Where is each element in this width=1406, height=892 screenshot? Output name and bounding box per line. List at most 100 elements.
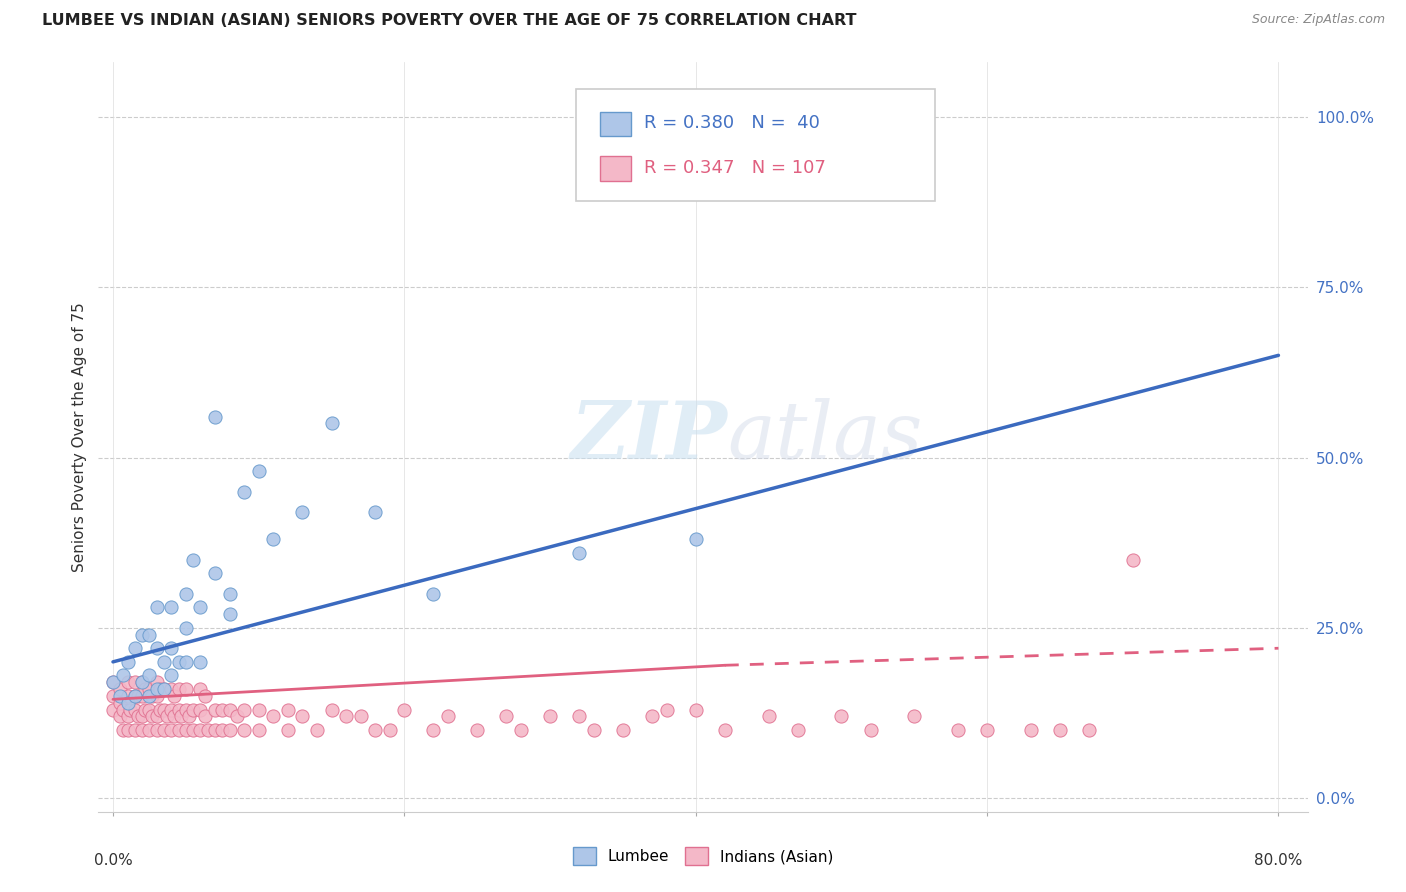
Point <box>305 723 328 737</box>
Point <box>335 709 357 723</box>
Point <box>277 702 299 716</box>
Point <box>321 702 343 716</box>
Point <box>194 709 217 723</box>
Point <box>145 709 167 723</box>
Point <box>124 641 146 656</box>
Point <box>174 621 197 635</box>
Point <box>117 655 139 669</box>
Point <box>124 675 146 690</box>
Point <box>110 689 132 703</box>
Point <box>174 587 197 601</box>
Point <box>321 417 343 431</box>
Point <box>612 723 634 737</box>
Point <box>190 723 212 737</box>
Point <box>350 709 373 723</box>
Point <box>101 675 124 690</box>
Point <box>190 655 212 669</box>
Point <box>582 723 605 737</box>
Point <box>131 675 153 690</box>
Point <box>394 702 416 716</box>
Point <box>153 682 176 697</box>
Point <box>247 464 270 478</box>
Point <box>786 723 808 737</box>
Point <box>117 696 139 710</box>
Point <box>117 675 139 690</box>
Point <box>174 723 197 737</box>
Point <box>138 668 160 682</box>
Point <box>160 702 183 716</box>
Point <box>190 600 212 615</box>
Point <box>174 702 197 716</box>
Point <box>204 566 226 581</box>
Point <box>153 723 176 737</box>
Text: atlas: atlas <box>727 399 922 475</box>
Point <box>437 709 460 723</box>
Point <box>291 505 314 519</box>
Point <box>204 409 226 424</box>
Point <box>156 709 179 723</box>
Point <box>714 723 737 737</box>
Point <box>685 702 707 716</box>
Point <box>291 709 314 723</box>
Point <box>247 723 270 737</box>
Point <box>1122 552 1144 566</box>
Point <box>685 533 707 547</box>
Point <box>153 702 176 716</box>
Point <box>145 600 167 615</box>
Point <box>124 689 146 703</box>
Point <box>181 702 204 716</box>
Point <box>225 709 247 723</box>
Point <box>131 723 153 737</box>
Point <box>364 505 387 519</box>
Point <box>163 709 186 723</box>
Legend: Lumbee, Indians (Asian): Lumbee, Indians (Asian) <box>567 840 839 871</box>
Point <box>138 723 160 737</box>
Point <box>124 689 146 703</box>
Point <box>204 702 226 716</box>
Point <box>101 689 124 703</box>
Y-axis label: Seniors Poverty Over the Age of 75: Seniors Poverty Over the Age of 75 <box>72 302 87 572</box>
Point <box>218 702 240 716</box>
Point <box>145 675 167 690</box>
Text: R = 0.347   N = 107: R = 0.347 N = 107 <box>644 159 825 177</box>
Point <box>364 723 387 737</box>
Point <box>153 682 176 697</box>
Point <box>903 709 925 723</box>
Point <box>145 682 167 697</box>
Point <box>233 484 256 499</box>
Point <box>149 702 172 716</box>
Text: ZIP: ZIP <box>571 399 727 475</box>
Point <box>163 689 186 703</box>
Point <box>127 709 149 723</box>
Text: 0.0%: 0.0% <box>94 853 132 868</box>
Point <box>194 689 217 703</box>
Point <box>141 709 163 723</box>
Point <box>277 723 299 737</box>
Point <box>138 689 160 703</box>
Point <box>218 723 240 737</box>
Point <box>138 702 160 716</box>
Point <box>167 702 190 716</box>
Point <box>859 723 882 737</box>
Point <box>124 702 146 716</box>
Point <box>197 723 219 737</box>
Point <box>1049 723 1071 737</box>
Point <box>655 702 678 716</box>
Point <box>1019 723 1042 737</box>
Point <box>174 682 197 697</box>
Point <box>211 702 233 716</box>
Point <box>190 702 212 716</box>
Point <box>509 723 531 737</box>
Point <box>101 702 124 716</box>
Point <box>233 702 256 716</box>
Point <box>120 702 142 716</box>
Point <box>422 587 444 601</box>
Point <box>167 655 190 669</box>
Point <box>758 709 780 723</box>
Point <box>160 723 183 737</box>
Point <box>160 668 183 682</box>
Point <box>138 627 160 641</box>
Point <box>233 723 256 737</box>
Point <box>110 709 132 723</box>
Point <box>131 689 153 703</box>
